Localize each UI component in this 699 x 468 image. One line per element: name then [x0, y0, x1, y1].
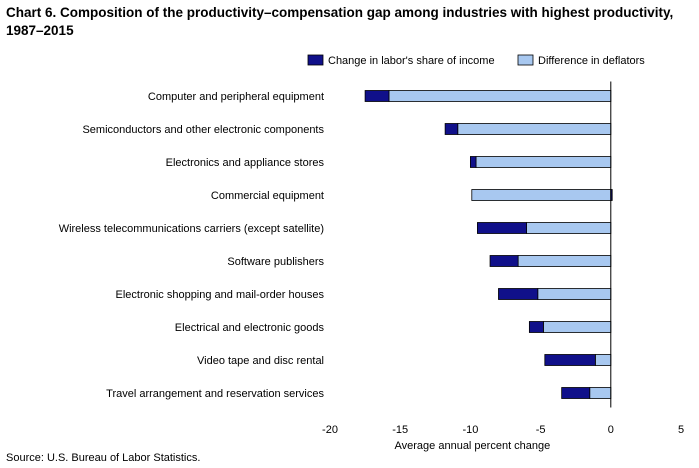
category-label: Computer and peripheral equipment	[148, 91, 324, 103]
bar-deflators	[537, 288, 612, 300]
legend-label: Change in labor's share of income	[328, 55, 495, 67]
bar-deflators	[594, 354, 612, 366]
x-tick-label: -10	[462, 424, 478, 436]
category-label: Electrical and electronic goods	[175, 322, 325, 334]
bar-labor-share	[477, 222, 527, 234]
bar-labor-share	[489, 255, 519, 267]
x-tick-label: -5	[536, 424, 546, 436]
bar-labor-share	[469, 156, 477, 168]
x-tick-label: 5	[678, 424, 684, 436]
legend: Change in labor's share of income Differe…	[307, 54, 645, 67]
chart-title: Chart 6. Composition of the productivity…	[6, 5, 674, 38]
category-label: Wireless telecommunications carriers (ex…	[59, 223, 324, 235]
legend-swatch	[307, 54, 324, 66]
bar-labor-share	[561, 387, 591, 399]
category-labels: Computer and peripheral equipment Semicon…	[59, 91, 325, 400]
bar-deflators	[589, 387, 612, 399]
bar-deflators	[475, 156, 612, 168]
bar-labor-share	[544, 354, 596, 366]
bar-deflators	[471, 189, 612, 201]
bar-labor-share	[498, 288, 539, 300]
x-tick-label: -15	[392, 424, 408, 436]
x-axis-label: Average annual percent change	[395, 440, 551, 452]
category-label: Semiconductors and other electronic comp…	[82, 124, 324, 136]
x-tick-label: 0	[608, 424, 614, 436]
category-label: Video tape and disc rental	[197, 355, 324, 367]
bar-labor-share	[364, 90, 390, 102]
category-label: Software publishers	[227, 256, 324, 268]
bar-labor-share	[444, 123, 459, 135]
bar-deflators	[457, 123, 612, 135]
bar-deflators	[526, 222, 612, 234]
bars	[364, 90, 613, 399]
x-tick-label: -20	[322, 424, 338, 436]
category-label: Commercial equipment	[211, 190, 324, 202]
x-axis-ticks: -20 -15 -10 -5 0 5	[322, 424, 684, 436]
category-label: Electronics and appliance stores	[166, 157, 325, 169]
source-note: Source: U.S. Bureau of Labor Statistics.	[6, 452, 201, 464]
bar-deflators	[543, 321, 612, 333]
legend-swatch	[517, 54, 534, 66]
category-label: Electronic shopping and mail-order house…	[115, 289, 324, 301]
legend-label: Difference in deflators	[538, 55, 645, 67]
category-label: Travel arrangement and reservation servi…	[106, 388, 324, 400]
bar-labor-share	[528, 321, 544, 333]
bar-deflators	[517, 255, 612, 267]
bar-deflators	[388, 90, 612, 102]
